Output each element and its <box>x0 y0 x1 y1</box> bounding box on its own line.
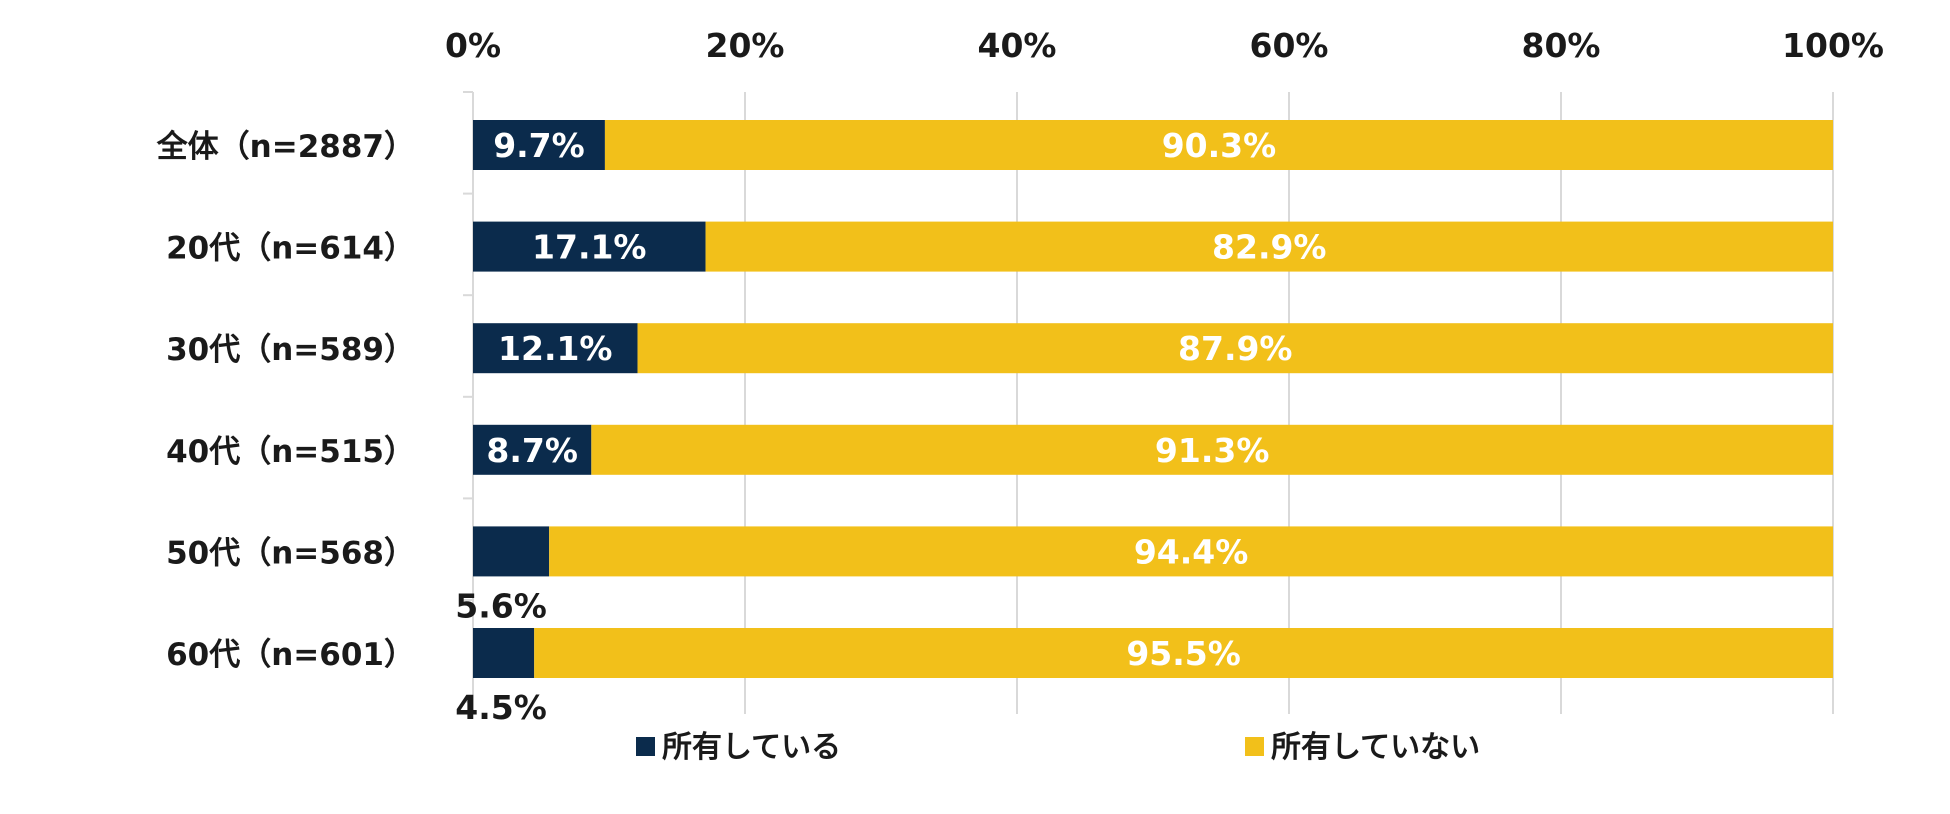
category-label: 全体（n=2887） <box>156 129 415 165</box>
legend-swatch <box>636 737 655 756</box>
data-label-owned: 12.1% <box>498 329 613 368</box>
bar-owned <box>473 424 592 475</box>
x-tick-label: 100% <box>1782 26 1884 65</box>
category-label: 40代（n=515） <box>166 434 415 470</box>
data-label-owned: 17.1% <box>532 228 647 267</box>
x-tick-label: 0% <box>445 26 501 65</box>
gridlines <box>463 91 1834 714</box>
data-label-owned: 9.7% <box>493 126 585 165</box>
x-tick-label: 40% <box>978 26 1057 65</box>
bars: 9.7% 90.3% 17.1% 82.9% 12.1% 87.9% 8.7% 91.3% 5.… <box>455 120 1834 727</box>
bar-not-owned <box>534 628 1834 678</box>
category-label: 50代（n=568） <box>166 535 415 571</box>
x-tick-label: 60% <box>1250 26 1329 65</box>
legend-label: 所有していない <box>1271 730 1480 765</box>
x-tick-label: 20% <box>706 26 785 65</box>
x-tick-label: 80% <box>1522 26 1601 65</box>
legend-label: 所有している <box>662 730 841 765</box>
category-label: 30代（n=589） <box>166 332 415 368</box>
bar-not-owned <box>549 526 1834 577</box>
legend: 所有している 所有していない <box>636 730 1480 765</box>
data-label-not-owned: 91.3% <box>1155 431 1270 470</box>
bar-owned <box>473 323 638 374</box>
data-label-not-owned: 94.4% <box>1134 532 1249 571</box>
legend-swatch <box>1245 737 1264 756</box>
bar-owned <box>473 120 605 170</box>
bar-owned <box>473 628 535 678</box>
data-label-not-owned: 95.5% <box>1126 634 1241 673</box>
x-axis-ticks: 0% 20% 40% 60% 80% 100% <box>445 26 1884 65</box>
data-label-not-owned: 87.9% <box>1178 329 1293 368</box>
category-label: 60代（n=601） <box>166 637 415 673</box>
bar-owned <box>473 221 706 272</box>
data-label-owned: 8.7% <box>486 431 578 470</box>
y-axis-labels: 全体（n=2887） 20代（n=614） 30代（n=589） 40代（n=515）… <box>156 129 415 673</box>
bar-owned <box>473 526 550 577</box>
bar-not-owned <box>705 221 1833 272</box>
data-label-owned: 4.5% <box>455 688 547 727</box>
data-label-not-owned: 90.3% <box>1162 126 1277 165</box>
category-label: 20代（n=614） <box>166 231 415 267</box>
data-label-not-owned: 82.9% <box>1212 228 1327 267</box>
bar-not-owned <box>591 424 1833 475</box>
bar-not-owned <box>604 120 1834 170</box>
bar-not-owned <box>637 323 1833 374</box>
data-label-owned: 5.6% <box>455 586 547 625</box>
